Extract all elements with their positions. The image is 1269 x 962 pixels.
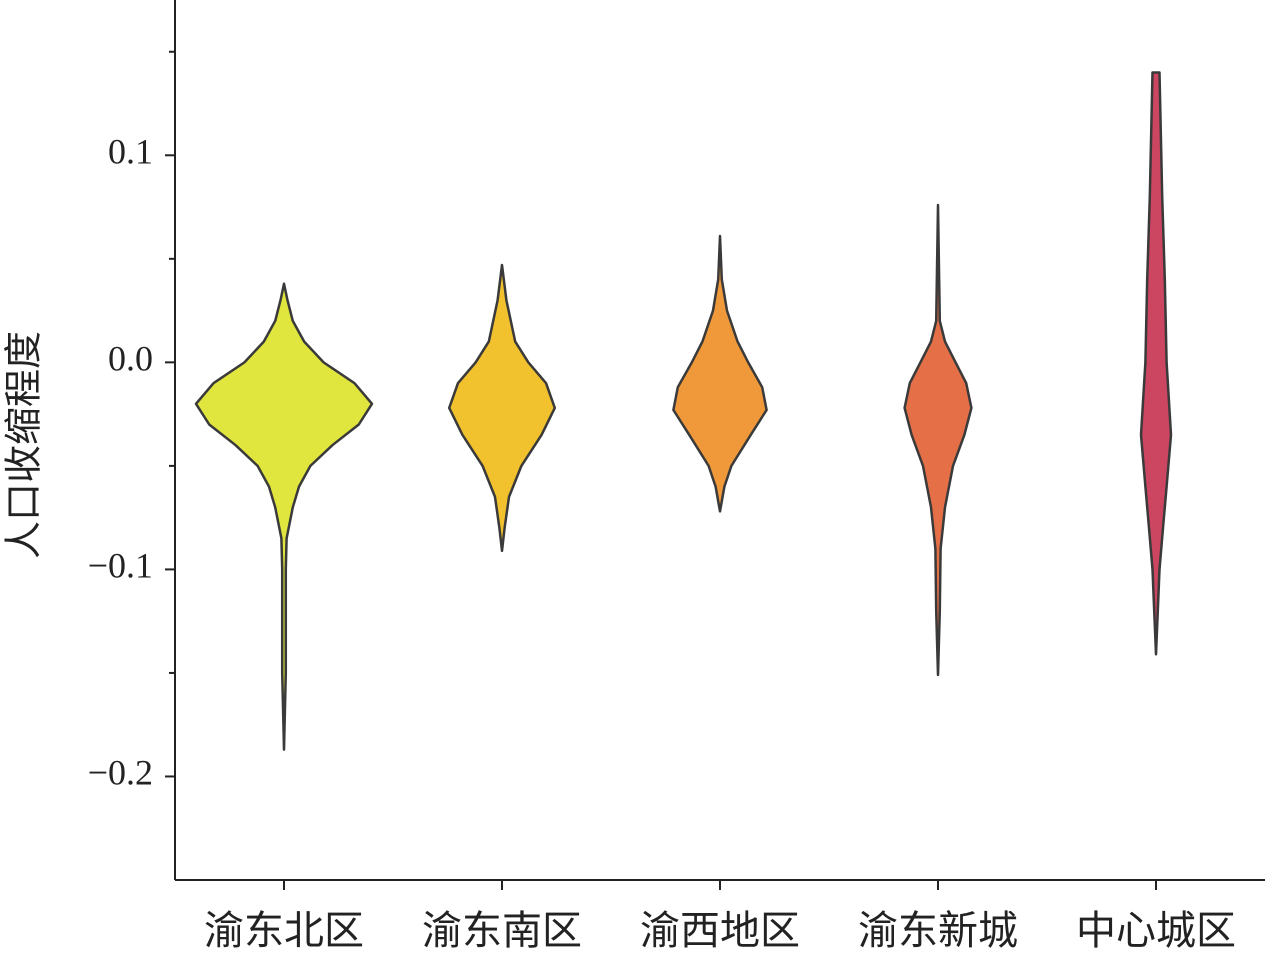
y-tick-label: 0.1 [108, 132, 153, 172]
y-tick-label: 0.0 [108, 339, 153, 379]
violin [194, 282, 374, 751]
x-tick-label: 渝东北区 [204, 908, 364, 953]
x-tick-label: 渝东南区 [422, 908, 582, 953]
y-tick-label: −0.1 [88, 546, 153, 586]
x-tick-label: 中心城区 [1076, 908, 1236, 953]
y-axis-label: 人口收缩程度 [4, 331, 46, 559]
violin [903, 203, 973, 677]
violin [1139, 71, 1173, 656]
y-tick-label: −0.2 [88, 753, 153, 793]
violin [672, 234, 768, 513]
x-tick-label: 渝西地区 [640, 908, 800, 953]
violin [447, 263, 557, 553]
x-tick-label: 渝东新城 [858, 908, 1018, 953]
